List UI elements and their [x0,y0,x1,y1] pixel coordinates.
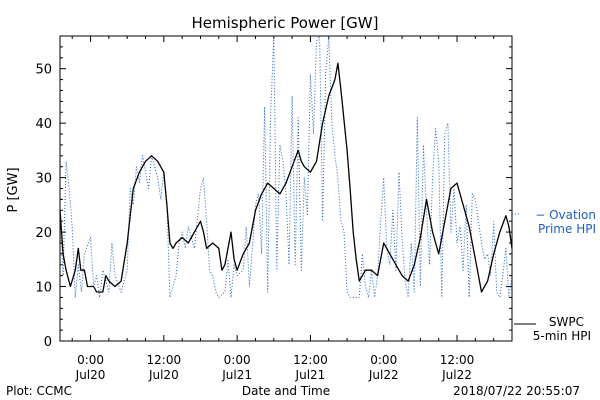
x-tick-date-label: Jul22 [368,368,399,382]
x-tick-date-label: Jul20 [148,368,179,382]
series-layer [59,35,513,298]
chart-title: Hemispheric Power [GW] [192,14,379,32]
x-tick-time-label: 12:00 [293,353,328,367]
y-tick-label: 30 [35,172,52,187]
x-tick-time-label: 12:00 [147,353,182,367]
y-axis-ticks: 0 10 20 30 40 50 [35,46,512,350]
x-tick-time-label: 0:00 [224,353,251,367]
x-tick-date-label: Jul22 [441,368,472,382]
y-tick-label: 50 [35,63,52,78]
x-axis-label: Date and Time [242,384,330,398]
legend-swpc: SWPC 5-min HPI [514,315,591,343]
y-tick-label: 0 [44,335,52,350]
legend-ovation-line2: Prime HPI [538,222,596,236]
x-tick-time-label: 0:00 [370,353,397,367]
y-axis-label: P [GW] [6,167,21,212]
x-tick-date-label: Jul20 [75,368,106,382]
x-tick-time-label: 0:00 [77,353,104,367]
x-tick-time-label: 12:00 [440,353,475,367]
footer-credit: Plot: CCMC [6,384,72,398]
x-axis-ticks: 0:00Jul2012:00Jul200:00Jul2112:00Jul210:… [71,36,513,382]
series-swpc-line [59,62,513,293]
legend-ovation-line1: − Ovation [535,208,596,222]
y-tick-label: 20 [35,226,52,241]
legend-swpc-line1: SWPC [549,315,584,329]
x-tick-date-label: Jul21 [295,368,326,382]
series-ovation-line [59,35,513,298]
footer-timestamp: 2018/07/22 20:55:07 [453,384,580,398]
legend-swpc-line2: 5-min HPI [533,329,591,343]
x-tick-date-label: Jul21 [221,368,252,382]
y-tick-label: 40 [35,117,52,132]
plot-area [59,35,513,342]
y-tick-label: 10 [35,281,52,296]
legend: − Ovation Prime HPI SWPC 5-min HPI [512,208,596,343]
legend-ovation: − Ovation Prime HPI [512,208,596,236]
